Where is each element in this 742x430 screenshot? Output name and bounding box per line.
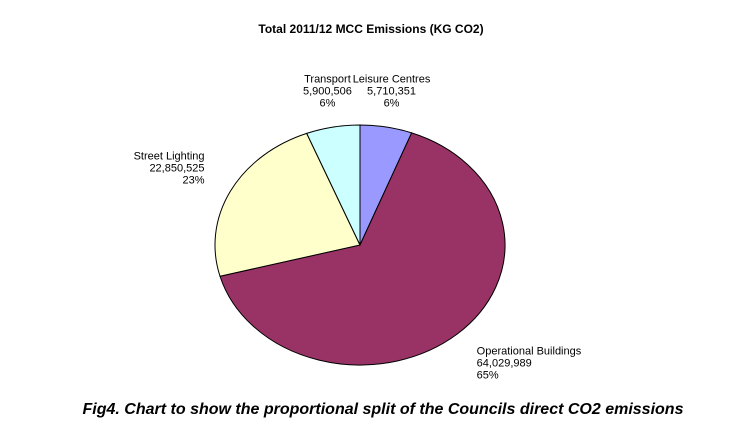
slice-label: Leisure Centres (353, 73, 431, 85)
slice-value: 5,900,506 (303, 85, 352, 97)
slice-percent: 23% (182, 174, 204, 186)
slice-label: Street Lighting (134, 150, 205, 162)
pie-slice (219, 132, 506, 366)
chart-title: Total 2011/12 MCC Emissions (KG CO2) (258, 22, 483, 36)
slice-value: 22,850,525 (149, 162, 204, 174)
slice-percent: 6% (319, 97, 335, 109)
slice-percent: 65% (477, 370, 499, 382)
slice-percent: 6% (384, 97, 400, 109)
slice-label: Operational Buildings (477, 346, 582, 358)
slice-value: 5,710,351 (367, 85, 416, 97)
pie-slice (306, 124, 361, 246)
slice-label: Transport (304, 73, 351, 85)
slice-value: 64,029,989 (477, 358, 532, 370)
caption: Fig4. Chart to show the proportional spl… (83, 401, 684, 418)
